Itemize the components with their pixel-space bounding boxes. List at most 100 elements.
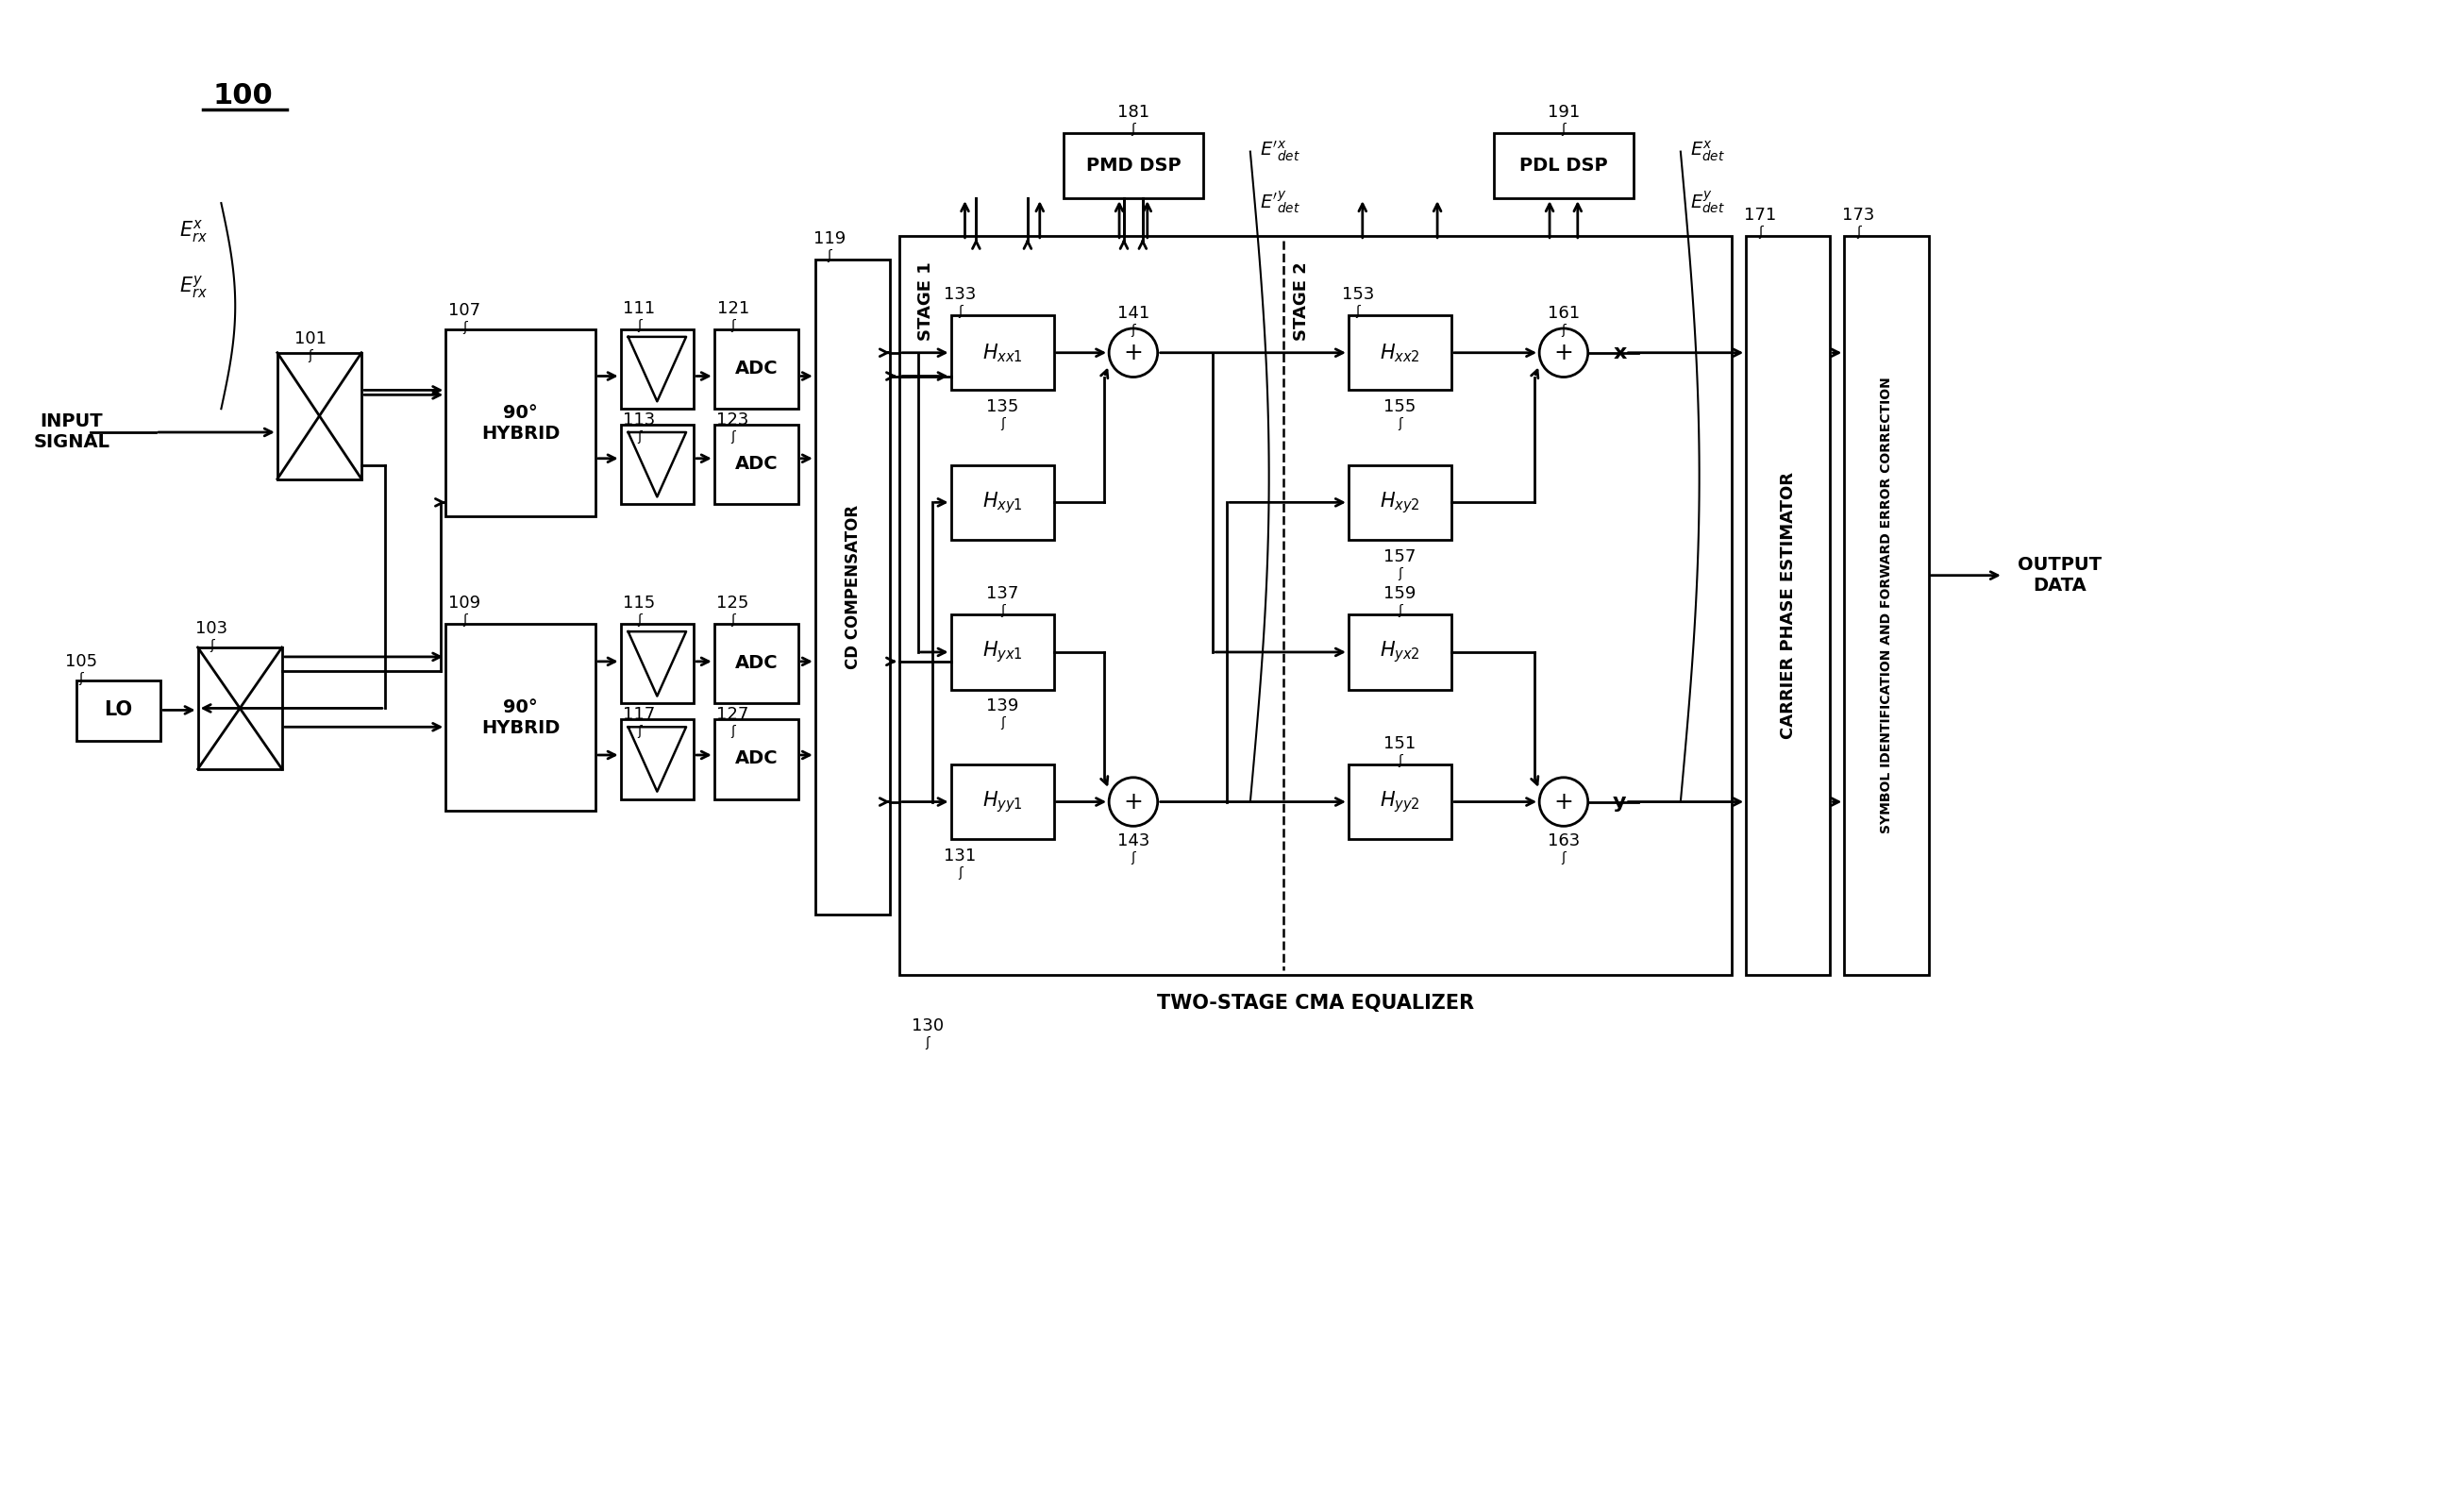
- Text: 90°
HYBRID: 90° HYBRID: [480, 403, 559, 443]
- Text: 131: 131: [944, 848, 976, 864]
- Text: y: y: [1614, 792, 1626, 811]
- Text: ʃ: ʃ: [958, 866, 963, 879]
- Text: ʃ: ʃ: [638, 613, 641, 627]
- Bar: [1348, 316, 1451, 390]
- Text: ʃ: ʃ: [1397, 754, 1402, 768]
- Circle shape: [1540, 328, 1587, 378]
- Text: ʃ: ʃ: [1397, 604, 1402, 618]
- Text: ʃ: ʃ: [1397, 567, 1402, 580]
- Bar: [1348, 765, 1451, 839]
- Bar: [446, 624, 596, 811]
- Text: $H_{xy2}$: $H_{xy2}$: [1380, 490, 1419, 515]
- Text: $E^x_{det}$: $E^x_{det}$: [1690, 139, 1725, 163]
- Text: ʃ: ʃ: [308, 349, 313, 363]
- Text: ʃ: ʃ: [1562, 851, 1567, 864]
- Text: 135: 135: [986, 399, 1018, 416]
- Text: 191: 191: [1547, 104, 1579, 121]
- Text: TWO-STAGE CMA EQUALIZER: TWO-STAGE CMA EQUALIZER: [1158, 994, 1473, 1012]
- Circle shape: [1109, 778, 1158, 827]
- Bar: [951, 316, 1055, 390]
- Text: ADC: ADC: [734, 360, 779, 378]
- Text: 111: 111: [623, 301, 655, 317]
- Bar: [197, 647, 281, 769]
- Text: ʃ: ʃ: [638, 725, 641, 739]
- Text: STAGE 2: STAGE 2: [1294, 261, 1311, 341]
- Text: ʃ: ʃ: [732, 319, 734, 332]
- Text: ʃ: ʃ: [1131, 122, 1136, 136]
- Bar: [621, 329, 692, 409]
- Text: ʃ: ʃ: [1855, 225, 1860, 239]
- Text: 103: 103: [195, 620, 229, 638]
- Text: PMD DSP: PMD DSP: [1087, 157, 1180, 175]
- Bar: [715, 719, 798, 799]
- Text: 115: 115: [623, 595, 655, 612]
- Text: ʃ: ʃ: [828, 249, 830, 261]
- Text: 107: 107: [448, 302, 480, 319]
- Text: 173: 173: [1843, 207, 1875, 224]
- Text: LO: LO: [103, 701, 133, 719]
- Text: 141: 141: [1116, 305, 1151, 322]
- Text: 163: 163: [1547, 833, 1579, 849]
- Text: 125: 125: [717, 595, 749, 612]
- Bar: [1843, 236, 1929, 975]
- Text: $H_{yx2}$: $H_{yx2}$: [1380, 639, 1419, 665]
- Text: 157: 157: [1385, 548, 1417, 565]
- Bar: [1062, 133, 1202, 198]
- Text: x: x: [1614, 343, 1626, 363]
- Bar: [1348, 465, 1451, 539]
- Text: ʃ: ʃ: [732, 431, 734, 444]
- Text: 100: 100: [212, 82, 274, 109]
- Bar: [951, 615, 1055, 689]
- Text: +: +: [1124, 790, 1143, 813]
- Text: CARRIER PHASE ESTIMATOR: CARRIER PHASE ESTIMATOR: [1779, 471, 1796, 739]
- Text: $H_{yy1}$: $H_{yy1}$: [983, 789, 1023, 814]
- Text: $H_{xy1}$: $H_{xy1}$: [983, 490, 1023, 515]
- Bar: [715, 425, 798, 505]
- Text: ʃ: ʃ: [79, 672, 84, 684]
- Text: 181: 181: [1116, 104, 1148, 121]
- Text: ʃ: ʃ: [1000, 604, 1005, 618]
- Text: 143: 143: [1116, 833, 1151, 849]
- Text: $H_{xx2}$: $H_{xx2}$: [1380, 341, 1419, 364]
- Text: ʃ: ʃ: [926, 1037, 929, 1050]
- Bar: [621, 719, 692, 799]
- Text: 153: 153: [1340, 286, 1375, 304]
- Text: 161: 161: [1547, 305, 1579, 322]
- Text: 130: 130: [912, 1018, 944, 1035]
- Text: $E^x_{rx}$: $E^x_{rx}$: [180, 218, 207, 245]
- Text: ʃ: ʃ: [463, 613, 466, 627]
- Bar: [1747, 236, 1831, 975]
- Bar: [446, 329, 596, 517]
- Text: 127: 127: [717, 706, 749, 724]
- Text: ʃ: ʃ: [958, 305, 963, 319]
- Circle shape: [1109, 328, 1158, 378]
- Text: STAGE 1: STAGE 1: [917, 261, 934, 341]
- Text: ʃ: ʃ: [638, 431, 641, 444]
- Bar: [951, 465, 1055, 539]
- Text: 117: 117: [623, 706, 655, 724]
- Text: 105: 105: [64, 653, 96, 669]
- Text: 139: 139: [986, 698, 1018, 715]
- Bar: [621, 425, 692, 505]
- Text: $H_{yy2}$: $H_{yy2}$: [1380, 789, 1419, 814]
- Text: ʃ: ʃ: [1131, 851, 1136, 864]
- Text: ʃ: ʃ: [1757, 225, 1762, 239]
- Bar: [715, 329, 798, 409]
- Bar: [715, 624, 798, 704]
- Text: +: +: [1555, 790, 1574, 813]
- Bar: [1493, 133, 1634, 198]
- Text: $E^y_{det}$: $E^y_{det}$: [1690, 190, 1725, 216]
- Text: 133: 133: [944, 286, 976, 304]
- Text: 109: 109: [448, 595, 480, 612]
- Text: 121: 121: [717, 301, 749, 317]
- Text: 171: 171: [1745, 207, 1777, 224]
- Text: 123: 123: [717, 411, 749, 429]
- Bar: [899, 236, 1732, 975]
- Text: 90°
HYBRID: 90° HYBRID: [480, 698, 559, 737]
- Text: $H_{xx1}$: $H_{xx1}$: [983, 341, 1023, 364]
- Text: 119: 119: [813, 230, 845, 248]
- Text: 137: 137: [986, 586, 1018, 603]
- Text: ʃ: ʃ: [1562, 122, 1567, 136]
- Text: ʃ: ʃ: [209, 639, 214, 653]
- Text: OUTPUT
DATA: OUTPUT DATA: [2018, 556, 2102, 595]
